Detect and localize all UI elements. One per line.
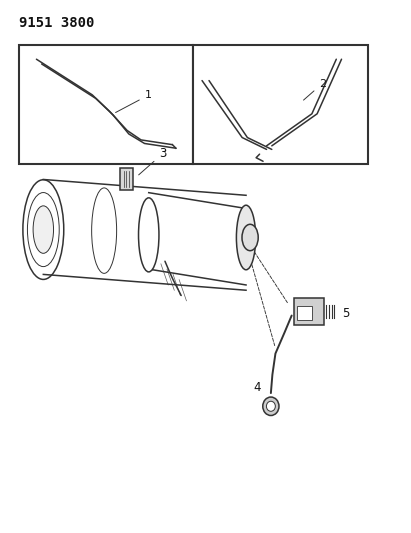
Text: 5: 5 bbox=[342, 308, 350, 320]
Ellipse shape bbox=[23, 180, 64, 279]
Text: 2: 2 bbox=[303, 78, 326, 100]
Text: 3: 3 bbox=[139, 147, 166, 175]
Ellipse shape bbox=[242, 224, 258, 251]
FancyBboxPatch shape bbox=[294, 297, 324, 325]
Text: 4: 4 bbox=[253, 381, 261, 394]
Ellipse shape bbox=[28, 192, 59, 266]
Ellipse shape bbox=[266, 401, 275, 411]
Ellipse shape bbox=[236, 205, 256, 270]
Bar bbox=[193, 45, 368, 164]
Ellipse shape bbox=[263, 397, 279, 416]
Ellipse shape bbox=[33, 206, 53, 253]
Text: 1: 1 bbox=[115, 91, 152, 112]
Bar bbox=[120, 168, 132, 190]
Bar bbox=[19, 45, 193, 164]
Text: 9151 3800: 9151 3800 bbox=[19, 16, 95, 30]
Ellipse shape bbox=[139, 198, 159, 272]
Bar bbox=[297, 306, 312, 320]
